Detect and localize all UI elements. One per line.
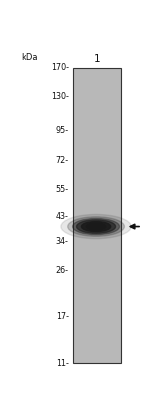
Ellipse shape <box>76 220 116 233</box>
Ellipse shape <box>68 217 124 236</box>
Text: 55-: 55- <box>56 185 69 194</box>
Text: 130-: 130- <box>51 92 69 101</box>
Text: 1: 1 <box>94 55 101 65</box>
Text: 95-: 95- <box>56 126 69 135</box>
Ellipse shape <box>73 219 120 235</box>
Text: 34-: 34- <box>56 237 69 246</box>
Ellipse shape <box>81 221 111 231</box>
Text: 170-: 170- <box>51 63 69 72</box>
Text: kDa: kDa <box>21 53 38 62</box>
Ellipse shape <box>61 214 131 239</box>
Text: 17-: 17- <box>56 311 69 321</box>
Text: 72-: 72- <box>56 156 69 165</box>
Ellipse shape <box>86 223 106 230</box>
Text: 26-: 26- <box>56 266 69 275</box>
Bar <box>73 68 121 363</box>
Text: 11-: 11- <box>56 359 69 368</box>
Text: 43-: 43- <box>56 211 69 221</box>
